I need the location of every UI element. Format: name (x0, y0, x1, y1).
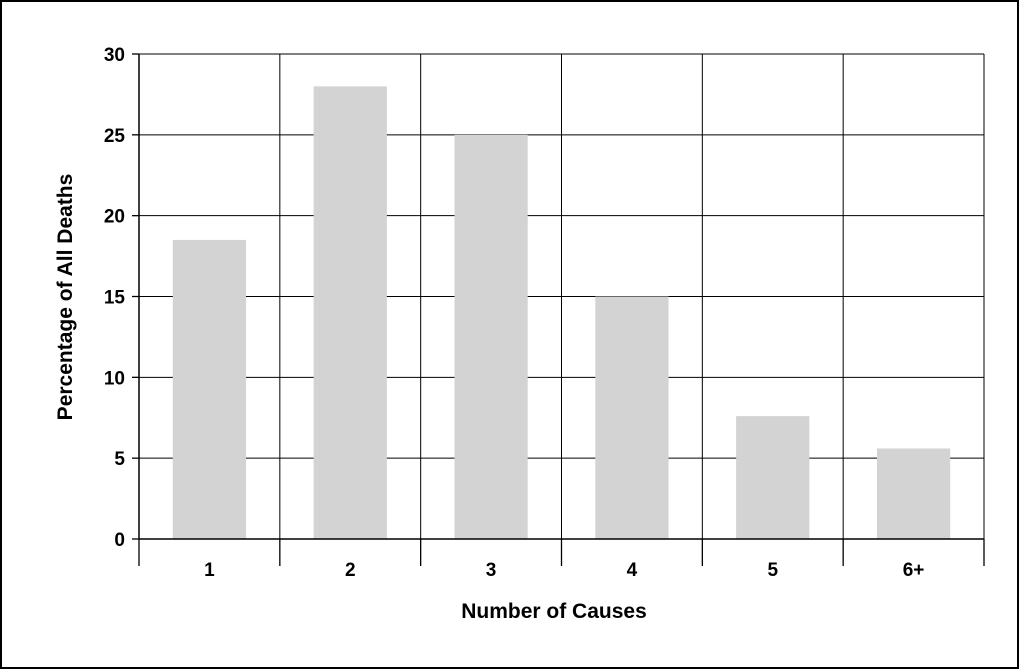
axes (132, 53, 985, 566)
bar (313, 86, 387, 539)
bar (595, 296, 669, 539)
x-axis-title: Number of Causes (461, 600, 647, 623)
bars (172, 86, 951, 540)
y-tick-label: 25 (104, 126, 126, 147)
y-axis-title: Percentage of All Deaths (54, 174, 77, 421)
bar (736, 416, 810, 539)
bar (876, 448, 951, 539)
x-tick-labels: 1 2 3 4 5 6+ (204, 560, 924, 581)
x-tick-label: 5 (767, 560, 778, 581)
y-tick-label: 20 (104, 207, 125, 228)
y-tick-label: 15 (104, 288, 126, 309)
x-tick-label: 3 (486, 560, 497, 581)
x-tick-label: 6+ (903, 560, 925, 581)
bar (454, 134, 528, 540)
y-tick-labels: 0 5 10 15 20 25 30 (104, 45, 126, 551)
gridlines (139, 53, 985, 539)
x-tick-label: 4 (627, 560, 638, 581)
x-tick-label: 1 (204, 560, 215, 581)
y-tick-label: 5 (114, 449, 125, 470)
bar (172, 239, 247, 539)
y-tick-label: 0 (114, 530, 125, 551)
y-tick-label: 30 (104, 45, 125, 66)
x-tick-label: 2 (345, 560, 356, 581)
y-tick-label: 10 (104, 368, 125, 389)
